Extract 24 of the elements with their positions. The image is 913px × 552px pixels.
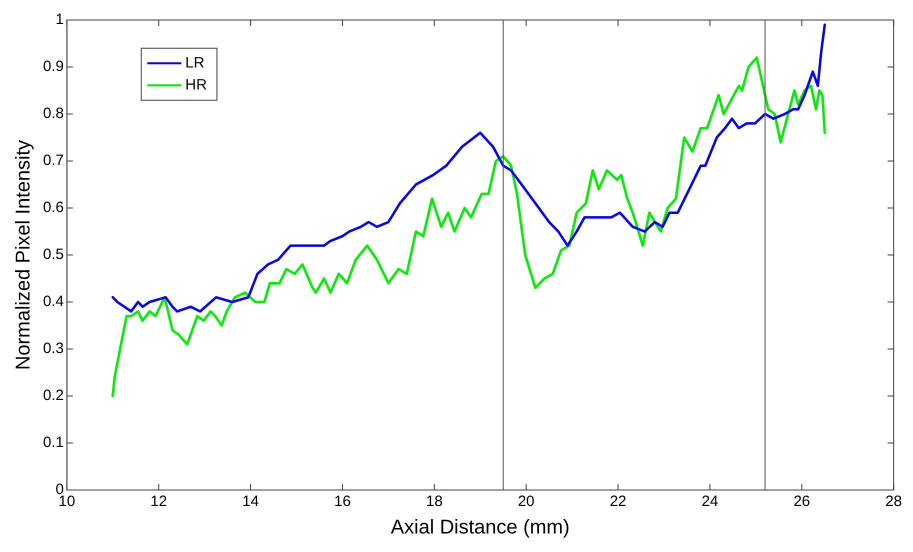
y-tick-label: 0.2 [42,387,64,404]
y-tick-label: 0.5 [42,246,64,264]
x-tick-label: 10 [58,493,76,510]
y-tick-label: 0.9 [42,58,64,76]
y-tick-label: 0.1 [42,434,64,452]
legend-label: HR [185,76,208,94]
x-tick-label: 16 [334,493,351,510]
y-tick-label: 1 [56,11,64,28]
x-axis-title: Axial Distance (mm) [390,516,570,539]
x-tick-label: 26 [793,493,810,510]
x-tick-label: 20 [518,493,535,510]
y-tick-label: 0.3 [42,340,64,358]
y-tick-label: 0.4 [42,293,64,310]
x-tick-label: 12 [150,493,168,510]
x-tick-label: 22 [610,493,626,510]
x-tick-label: 14 [242,493,259,510]
y-tick-label: 0.8 [42,105,64,122]
x-tick-label: 28 [885,493,902,510]
legend-label: LR [185,54,205,72]
x-tick-label: 24 [702,493,718,510]
y-axis-title: Normalized Pixel Intensity [12,140,35,370]
y-tick-label: 0.7 [42,152,64,170]
y-tick-label: 0.6 [42,199,64,216]
x-tick-label: 18 [426,493,443,510]
